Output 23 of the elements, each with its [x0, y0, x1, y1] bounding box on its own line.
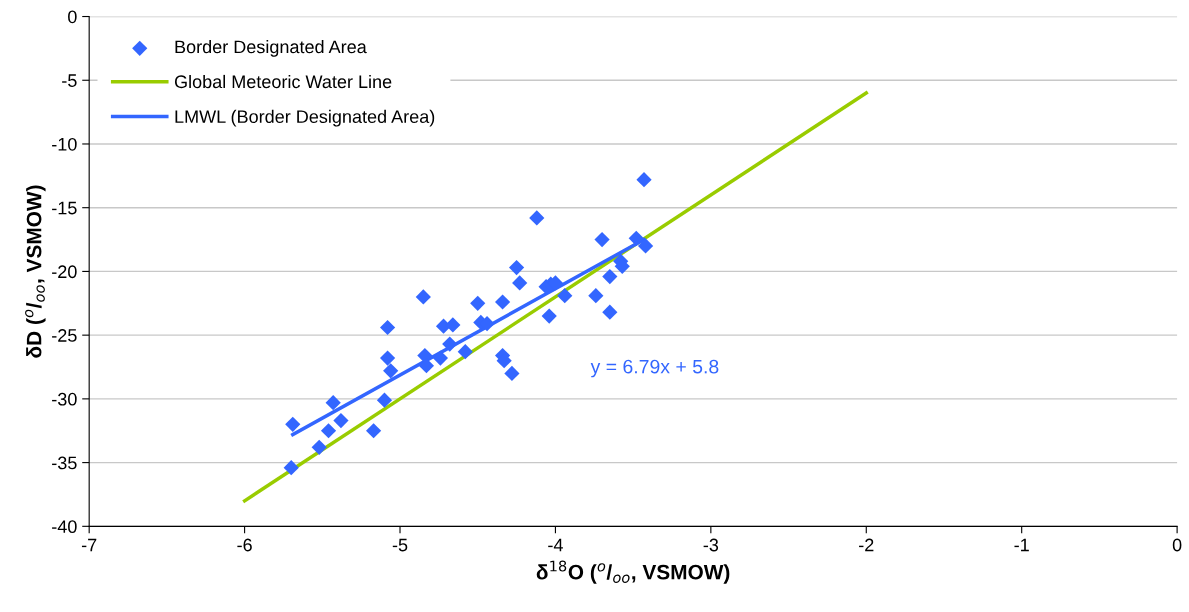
legend-label: LMWL (Border Designated Area) [175, 109, 435, 127]
y-tick-label: -30 [52, 392, 77, 406]
x-tick-label: -2 [859, 538, 874, 552]
x-tick-label: -1 [1014, 538, 1029, 552]
y-tick-label: -40 [52, 520, 77, 534]
x-tick-label: -6 [237, 538, 252, 552]
y-axis-title: δD ($^{o}$/$_{oo}$, VSMOW) [25, 185, 46, 358]
y-tick-label: -5 [62, 74, 77, 87]
annotation: y = 6.79x + 5.8 [590, 359, 719, 378]
y-tick-label: 0 [68, 10, 77, 24]
x-tick-label: -3 [703, 538, 719, 552]
x-axis-title: δ$^{18}$O ($^{o}$/$_{oo}$, VSMOW) [536, 560, 730, 584]
legend-label: Global Meteoric Water Line [174, 74, 392, 89]
y-tick-label: -15 [52, 201, 77, 215]
y-tick-label: -25 [52, 329, 77, 342]
x-tick-label: -5 [392, 538, 408, 552]
y-tick-label: -10 [52, 137, 77, 151]
x-tick-label: 0 [1172, 538, 1182, 552]
x-tick-label: -4 [548, 538, 563, 552]
x-tick-label: -7 [81, 538, 97, 552]
legend-label: Border Designated Area [175, 40, 367, 57]
y-tick-label: -35 [52, 456, 77, 470]
y-tick-label: -20 [52, 265, 77, 279]
